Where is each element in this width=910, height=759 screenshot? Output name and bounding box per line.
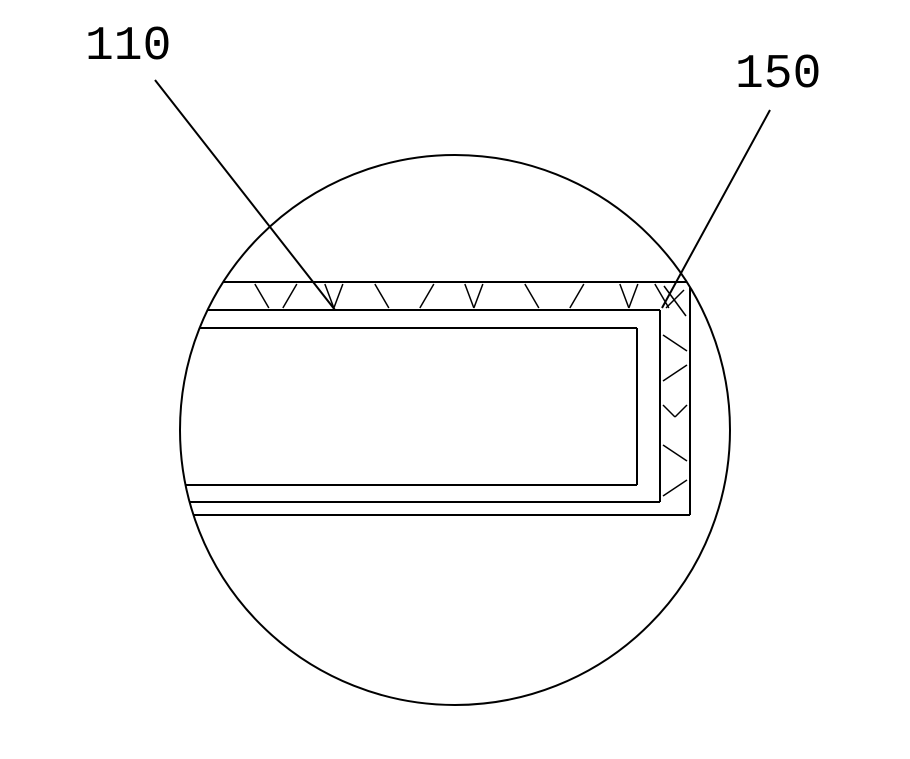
leader-line-110 — [155, 80, 335, 310]
detail-circle — [180, 155, 730, 705]
hatch-right-band — [663, 286, 687, 496]
diagram-container: 110 150 — [0, 0, 910, 755]
cross-section-group — [100, 282, 690, 515]
leader-line-150 — [662, 110, 770, 308]
reference-label-150: 150 — [735, 48, 821, 102]
reference-label-110: 110 — [85, 20, 171, 74]
diagram-svg — [0, 0, 910, 755]
